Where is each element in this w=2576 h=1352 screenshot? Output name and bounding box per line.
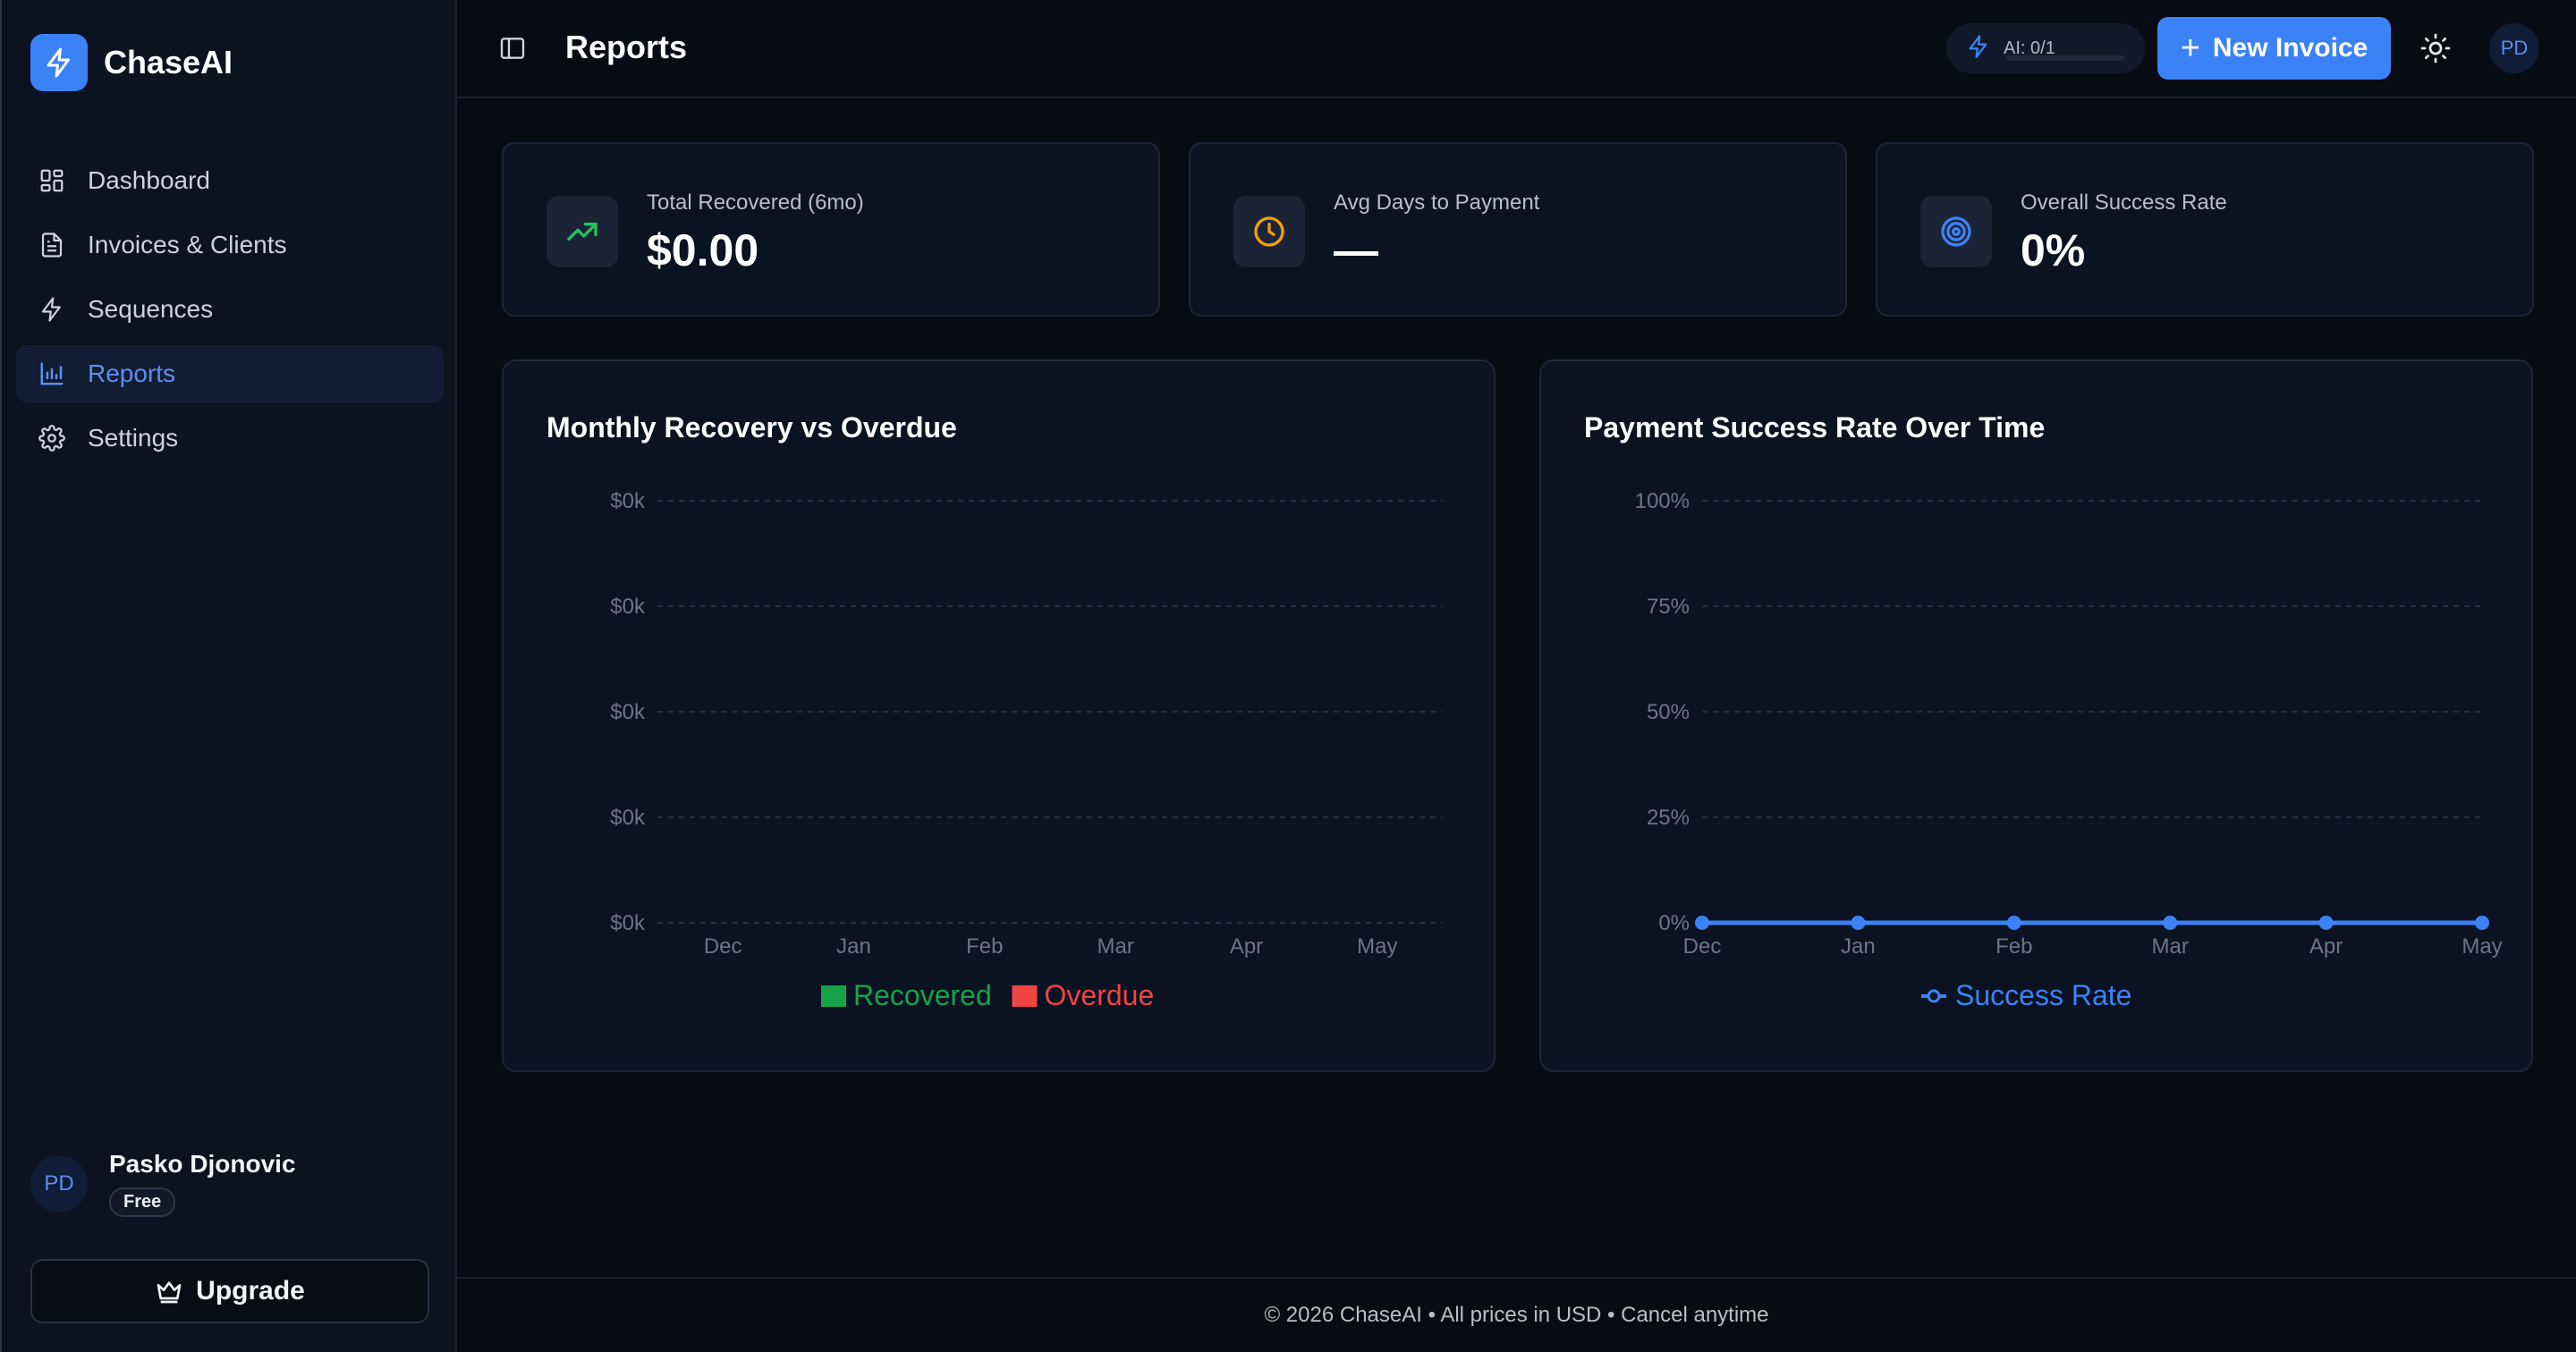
stat-value: — — [1334, 225, 1378, 275]
y-tick-label: $0k — [610, 595, 646, 619]
x-tick-label: Mar — [2152, 934, 2189, 959]
stat-value: 0% — [2021, 225, 2086, 275]
legend-label: Success Rate — [1955, 979, 2131, 1011]
user-profile[interactable]: PD Pasko Djonovic Free — [30, 1150, 296, 1217]
chart-title: Payment Success Rate Over Time — [1584, 411, 2046, 444]
y-tick-label: 0% — [1658, 911, 1690, 935]
bar-chart-icon — [38, 359, 66, 388]
x-tick-label: May — [2462, 934, 2502, 959]
new-invoice-label: New Invoice — [2212, 33, 2368, 63]
ai-usage-meter[interactable]: AI: 0/1 — [1946, 23, 2145, 73]
data-point — [1695, 916, 1709, 930]
data-point — [2163, 916, 2178, 930]
user-info: Pasko Djonovic Free — [109, 1150, 296, 1217]
data-point — [1851, 916, 1866, 930]
sidebar-item-label: Invoices & Clients — [88, 231, 287, 258]
sidebar-item-invoices-clients[interactable]: Invoices & Clients — [16, 216, 444, 274]
sidebar-nav: Dashboard Invoices & Clients Sequences R… — [16, 152, 444, 474]
top-header: Reports AI: 0/1 + New Invoice PD — [457, 0, 2576, 98]
sidebar-item-label: Sequences — [88, 295, 214, 323]
sidebar: ChaseAI Dashboard Invoices & Clients Seq… — [0, 0, 457, 1352]
bar-chart: $0k $0k $0k $0k $0k Dec Jan Feb Mar Apr May Recover… — [610, 489, 1443, 1011]
data-point — [2318, 916, 2334, 930]
gear-icon — [38, 424, 66, 452]
sidebar-item-settings[interactable]: Settings — [16, 410, 444, 467]
x-tick-label: Mar — [1097, 934, 1133, 959]
plus-icon: + — [2180, 30, 2200, 67]
new-invoice-button[interactable]: + New Invoice — [2157, 17, 2391, 80]
y-tick-label: 100% — [1635, 489, 1690, 513]
x-tick-label: Apr — [2309, 934, 2343, 959]
plan-badge: Free — [109, 1187, 176, 1217]
x-tick-label: Jan — [1841, 934, 1876, 959]
upgrade-label: Upgrade — [196, 1276, 305, 1306]
chart-card-success-rate: Payment Success Rate Over Time 100% 75% 50… — [1539, 359, 2533, 1072]
lightning-icon — [38, 295, 66, 324]
ai-usage-progress — [2006, 55, 2124, 61]
footer-text: © 2026 ChaseAI • All prices in USD • Can… — [1264, 1303, 1769, 1327]
brand-logo-icon — [30, 34, 88, 91]
chart-card-monthly-recovery: Monthly Recovery vs Overdue $0k $0k $0k $0k… — [502, 359, 1496, 1072]
y-tick-label: 75% — [1647, 595, 1690, 619]
sidebar-item-dashboard[interactable]: Dashboard — [16, 152, 444, 209]
document-icon — [38, 231, 66, 259]
upgrade-button[interactable]: Upgrade — [30, 1259, 429, 1323]
legend-label: Overdue — [1045, 979, 1155, 1011]
dashboard-icon — [38, 166, 66, 195]
x-tick-label: Feb — [1996, 934, 2032, 959]
x-tick-label: Dec — [1683, 934, 1722, 959]
sidebar-item-reports[interactable]: Reports — [16, 345, 444, 402]
trending-up-icon — [547, 196, 618, 267]
y-tick-label: 25% — [1647, 806, 1690, 830]
x-tick-label: Dec — [704, 934, 742, 959]
sidebar-item-label: Settings — [88, 424, 179, 452]
sidebar-toggle-icon[interactable] — [498, 34, 527, 67]
stat-card-total-recovered: Total Recovered (6mo) $0.00 — [502, 142, 1160, 317]
legend-swatch — [1012, 985, 1038, 1007]
user-name: Pasko Djonovic — [109, 1150, 296, 1178]
stat-label: Avg Days to Payment — [1334, 190, 1540, 215]
legend-label: Recovered — [853, 979, 992, 1011]
chart-title: Monthly Recovery vs Overdue — [547, 411, 957, 444]
ai-usage-text: AI: 0/1 — [2004, 38, 2055, 58]
legend-marker-icon — [1927, 989, 1941, 1003]
header-avatar[interactable]: PD — [2489, 23, 2539, 73]
crown-icon — [155, 1277, 183, 1306]
target-icon — [1920, 196, 1992, 267]
lightning-icon — [1966, 34, 1991, 63]
data-point — [2475, 916, 2489, 930]
y-tick-label: $0k — [610, 911, 646, 935]
x-tick-label: Feb — [966, 934, 1003, 959]
brand-name: ChaseAI — [104, 44, 233, 80]
y-tick-label: $0k — [610, 806, 646, 830]
brand[interactable]: ChaseAI — [30, 34, 233, 91]
x-tick-label: May — [1357, 934, 1397, 959]
sidebar-item-label: Dashboard — [88, 166, 210, 194]
avatar: PD — [30, 1154, 88, 1213]
footer: © 2026 ChaseAI • All prices in USD • Can… — [457, 1277, 2576, 1352]
data-point — [2006, 916, 2021, 930]
stat-label: Total Recovered (6mo) — [647, 190, 864, 215]
stat-label: Overall Success Rate — [2021, 190, 2227, 215]
y-tick-label: 50% — [1647, 700, 1690, 724]
sidebar-item-sequences[interactable]: Sequences — [16, 281, 444, 338]
sun-icon[interactable] — [2419, 32, 2452, 69]
x-tick-label: Apr — [1230, 934, 1263, 959]
x-tick-label: Jan — [836, 934, 871, 959]
y-tick-label: $0k — [610, 700, 646, 724]
stat-card-avg-days: Avg Days to Payment — — [1189, 142, 1847, 317]
line-chart: 100% 75% 50% 25% 0%Dec Jan Feb Mar Apr May Success… — [1635, 489, 2503, 1011]
legend-swatch — [821, 985, 846, 1007]
clock-icon — [1233, 196, 1305, 267]
stat-card-success-rate: Overall Success Rate 0% — [1876, 142, 2534, 317]
y-tick-label: $0k — [610, 489, 646, 513]
stat-value: $0.00 — [647, 225, 759, 275]
sidebar-item-label: Reports — [88, 359, 176, 387]
page-title: Reports — [565, 29, 688, 65]
